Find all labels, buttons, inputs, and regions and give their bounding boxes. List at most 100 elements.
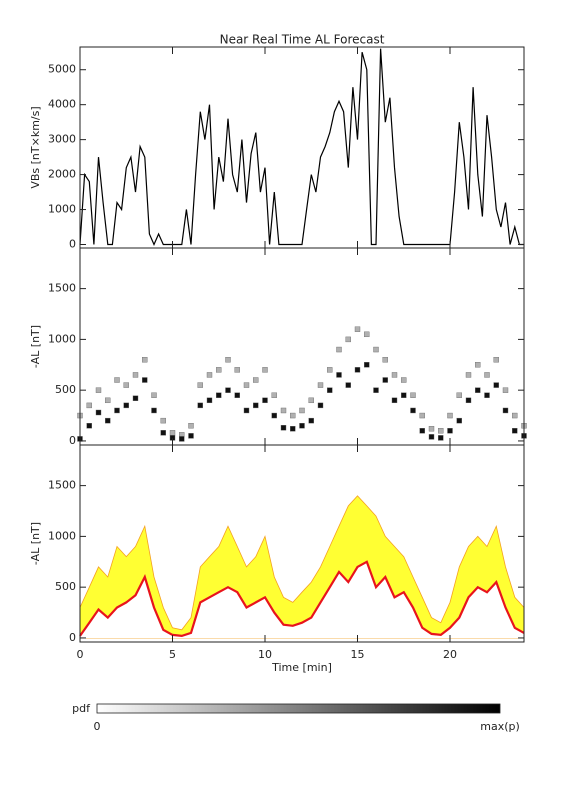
colorbar-min-label: 0	[94, 720, 101, 733]
density-cell	[373, 387, 379, 393]
density-cell	[354, 367, 361, 373]
density-cell	[299, 407, 305, 414]
upper-area	[79, 495, 525, 639]
density-cell	[105, 397, 111, 404]
density-cell	[419, 428, 425, 434]
density-cell	[382, 377, 388, 383]
density-cell	[401, 377, 407, 383]
density-cell	[391, 372, 398, 378]
density-cell	[197, 382, 203, 388]
density-cell	[336, 346, 342, 353]
density-cell	[123, 402, 129, 409]
density-cell	[327, 387, 333, 393]
density-cell	[280, 407, 287, 414]
y-tick-label: 1000	[48, 529, 76, 542]
density-cell	[262, 397, 268, 404]
density-cell	[475, 362, 481, 368]
y-tick-label: 1500	[48, 479, 76, 492]
density-cell	[86, 402, 92, 409]
density-cell	[391, 397, 398, 404]
density-cell	[428, 426, 435, 432]
density-cell	[410, 407, 416, 414]
density-cell	[271, 392, 277, 398]
chart-title: Near Real Time AL Forecast	[220, 33, 385, 47]
density-cell	[169, 430, 176, 436]
density-cell	[512, 412, 518, 419]
density-cell	[373, 346, 379, 353]
x-tick-label: 5	[169, 648, 176, 661]
density-cell	[216, 392, 222, 398]
density-cell	[262, 367, 268, 373]
density-cell	[132, 395, 139, 401]
panel-frame	[79, 444, 525, 643]
density-cell	[317, 382, 324, 388]
density-cell	[493, 357, 499, 363]
density-cell	[132, 372, 139, 378]
y-tick-label: 0	[69, 238, 76, 251]
density-cell	[493, 382, 499, 388]
density-cell	[225, 357, 231, 363]
density-cell	[234, 367, 240, 373]
x-tick-label: 0	[77, 648, 84, 661]
density-cell	[364, 331, 370, 338]
density-cell	[299, 423, 305, 429]
colorbar	[96, 703, 501, 714]
density-cell	[438, 435, 444, 441]
x-tick-label: 20	[443, 648, 457, 661]
density-cell	[188, 433, 194, 439]
y-tick-label: 1500	[48, 282, 76, 295]
density-cell	[456, 392, 462, 398]
density-cell	[95, 409, 102, 416]
density-cell	[308, 417, 314, 424]
y-axis-label: -AL [nT]	[29, 522, 42, 565]
density-cell	[234, 392, 240, 398]
density-cell	[364, 362, 370, 368]
density-cell	[225, 387, 231, 393]
density-cell	[123, 382, 129, 388]
y-tick-label: 0	[69, 434, 76, 447]
density-cell	[484, 372, 490, 378]
density-cell	[447, 412, 453, 419]
density-cell	[475, 387, 481, 393]
density-cell	[502, 407, 509, 414]
density-cell	[290, 412, 296, 419]
data-line	[79, 48, 524, 246]
density-cell	[419, 412, 425, 419]
density-cell	[179, 436, 185, 442]
density-cell	[197, 402, 203, 409]
density-cell	[290, 426, 296, 432]
x-tick-label: 15	[351, 648, 365, 661]
density-cell	[271, 412, 277, 419]
density-cell	[336, 372, 342, 378]
density-cell	[382, 357, 388, 363]
density-cell	[253, 377, 259, 383]
density-cell	[86, 423, 92, 429]
density-cell	[206, 372, 213, 378]
density-cell	[160, 417, 166, 424]
density-cell	[410, 392, 416, 398]
y-tick-label: 4000	[48, 98, 76, 111]
density-cell	[484, 392, 490, 398]
density-cell	[447, 428, 453, 434]
density-cell	[345, 382, 351, 388]
density-cell	[345, 336, 351, 343]
density-cell	[280, 425, 287, 431]
y-tick-label: 1000	[48, 332, 76, 345]
y-tick-label: 500	[55, 383, 76, 396]
density-cell	[354, 326, 361, 332]
y-axis-label: VBs [nT×km/s]	[29, 106, 42, 188]
density-cell	[142, 357, 148, 363]
density-cell	[151, 392, 157, 398]
x-axis-label: Time [min]	[271, 661, 332, 674]
density-cell	[243, 407, 250, 414]
y-tick-label: 0	[69, 631, 76, 644]
density-cell	[308, 397, 314, 404]
density-cell	[243, 382, 250, 388]
density-cell	[105, 417, 111, 424]
density-cell	[317, 402, 324, 409]
y-tick-label: 1000	[48, 203, 76, 216]
colorbar-label: pdf	[72, 702, 91, 715]
y-tick-label: 5000	[48, 63, 76, 76]
density-cell	[502, 387, 509, 393]
